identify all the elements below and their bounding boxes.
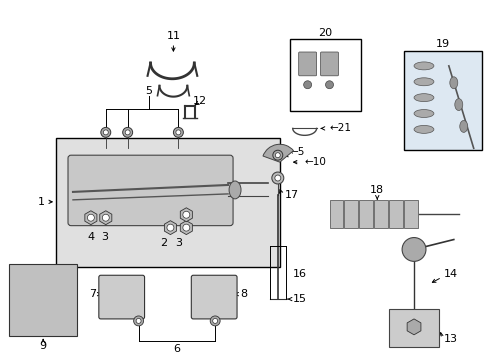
Ellipse shape <box>454 99 462 111</box>
Text: 6: 6 <box>173 344 180 354</box>
Bar <box>403 200 417 228</box>
Ellipse shape <box>459 121 467 132</box>
Circle shape <box>173 127 183 137</box>
Text: 5: 5 <box>145 86 152 96</box>
FancyBboxPatch shape <box>298 52 316 76</box>
Circle shape <box>176 130 181 135</box>
Text: 17: 17 <box>284 190 298 200</box>
Text: 8: 8 <box>240 289 246 299</box>
Bar <box>403 51 481 150</box>
Circle shape <box>103 130 108 135</box>
Ellipse shape <box>413 94 433 102</box>
Bar <box>373 200 387 228</box>
Circle shape <box>136 319 141 323</box>
Text: 18: 18 <box>369 185 384 195</box>
Circle shape <box>125 130 130 135</box>
Circle shape <box>274 175 280 181</box>
Ellipse shape <box>228 181 241 199</box>
Text: 9: 9 <box>40 341 47 351</box>
Text: ←21: ←21 <box>329 123 351 134</box>
Text: 4: 4 <box>87 231 95 242</box>
Circle shape <box>133 316 143 326</box>
Circle shape <box>87 214 94 221</box>
Ellipse shape <box>413 109 433 117</box>
Bar <box>359 200 372 228</box>
Text: ←10: ←10 <box>304 157 326 167</box>
Circle shape <box>102 214 109 221</box>
FancyBboxPatch shape <box>99 275 144 319</box>
Wedge shape <box>263 144 293 162</box>
Text: 14: 14 <box>443 269 457 279</box>
Circle shape <box>166 224 174 231</box>
Circle shape <box>101 127 111 137</box>
Text: 1: 1 <box>38 197 45 207</box>
Text: 3: 3 <box>101 231 107 242</box>
Text: ←5: ←5 <box>289 147 305 157</box>
Circle shape <box>271 172 283 184</box>
Circle shape <box>325 81 333 89</box>
Text: 16: 16 <box>292 269 306 279</box>
Ellipse shape <box>413 125 433 133</box>
Text: 13: 13 <box>443 334 457 344</box>
Text: 12: 12 <box>193 96 207 105</box>
Bar <box>9 264 77 336</box>
Circle shape <box>303 81 311 89</box>
Text: 19: 19 <box>435 39 449 49</box>
Circle shape <box>212 319 217 323</box>
Bar <box>329 200 343 228</box>
Text: 3: 3 <box>175 238 182 248</box>
Bar <box>388 200 402 228</box>
FancyBboxPatch shape <box>68 155 233 226</box>
Text: 20: 20 <box>318 28 332 38</box>
Circle shape <box>183 224 189 231</box>
Bar <box>56 138 279 267</box>
Text: 2: 2 <box>160 238 167 248</box>
FancyBboxPatch shape <box>320 52 338 76</box>
Circle shape <box>401 238 425 261</box>
Bar <box>344 200 358 228</box>
Circle shape <box>210 316 220 326</box>
Bar <box>289 39 361 111</box>
FancyBboxPatch shape <box>191 275 237 319</box>
Text: 11: 11 <box>166 31 180 41</box>
Text: 15: 15 <box>292 294 306 304</box>
Bar <box>388 309 438 347</box>
Ellipse shape <box>449 77 457 89</box>
Text: 7: 7 <box>88 289 96 299</box>
Circle shape <box>183 211 189 218</box>
Circle shape <box>122 127 132 137</box>
Ellipse shape <box>413 78 433 86</box>
Circle shape <box>275 153 280 158</box>
Circle shape <box>272 150 282 160</box>
Ellipse shape <box>413 62 433 70</box>
